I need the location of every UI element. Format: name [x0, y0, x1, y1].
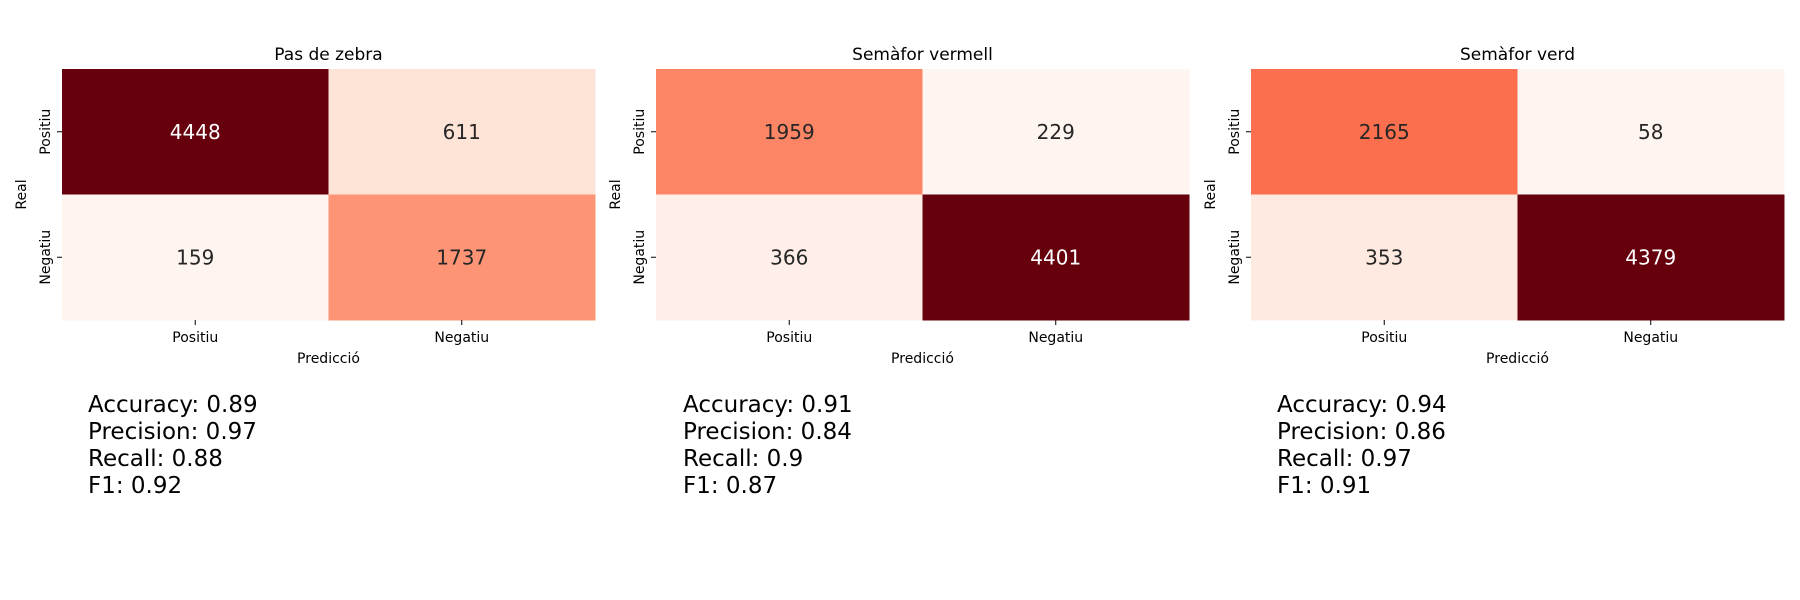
x-tick-label: Positiu [766, 330, 812, 346]
y-tick-label: Negatiu [632, 230, 648, 285]
x-axis-label: Predicció [297, 351, 360, 367]
metric-accuracy: Accuracy: 0.94 [1277, 392, 1447, 418]
metric-precision: Precision: 0.84 [683, 419, 852, 445]
heatmap-cell [656, 194, 923, 321]
metrics-panel-1: Accuracy: 0.91 Precision: 0.84 Recall: 0… [683, 392, 853, 500]
y-tick-label: Positiu [1227, 109, 1243, 155]
x-tick-label: Positiu [172, 330, 218, 346]
metric-accuracy: Accuracy: 0.91 [683, 392, 853, 418]
heatmap-cell [1251, 194, 1518, 321]
x-tick-label: Negatiu [434, 330, 489, 346]
metric-precision: Precision: 0.97 [88, 419, 257, 445]
x-tick-label: Negatiu [1623, 330, 1678, 346]
heatmap-cell [328, 69, 596, 195]
heatmap-title: Pas de zebra [274, 45, 382, 65]
cell-value-label: 229 [1037, 120, 1075, 144]
heatmap-cell [1251, 69, 1518, 195]
cell-value-label: 1737 [436, 245, 487, 269]
cell-value-label: 611 [443, 120, 481, 144]
y-axis-label: Real [1203, 179, 1219, 209]
y-tick-label: Positiu [632, 109, 648, 155]
metric-recall: Recall: 0.97 [1277, 446, 1412, 472]
heatmap-cell [1517, 194, 1785, 321]
heatmap-title: Semàfor vermell [852, 45, 993, 65]
cell-value-label: 2165 [1359, 120, 1410, 144]
heatmap-title: Semàfor verd [1460, 45, 1575, 65]
heatmap-cell [656, 69, 923, 195]
cell-value-label: 159 [176, 245, 214, 269]
cell-value-label: 58 [1638, 120, 1663, 144]
metric-f1: F1: 0.92 [88, 473, 183, 499]
metric-accuracy: Accuracy: 0.89 [88, 392, 258, 418]
cell-value-label: 4448 [170, 120, 221, 144]
heatmap-cell [1517, 69, 1785, 195]
heatmap-cell [62, 194, 329, 321]
x-tick-label: Negatiu [1028, 330, 1083, 346]
y-tick-label: Positiu [38, 109, 54, 155]
cell-value-label: 4379 [1625, 245, 1676, 269]
metric-f1: F1: 0.87 [683, 473, 778, 499]
metric-recall: Recall: 0.88 [88, 446, 223, 472]
cell-value-label: 4401 [1030, 245, 1081, 269]
cell-value-label: 353 [1365, 245, 1403, 269]
metric-precision: Precision: 0.86 [1277, 419, 1446, 445]
x-axis-label: Predicció [1486, 351, 1549, 367]
x-axis-label: Predicció [891, 351, 954, 367]
metric-recall: Recall: 0.9 [683, 446, 804, 472]
cell-value-label: 1959 [764, 120, 815, 144]
metric-f1: F1: 0.91 [1277, 473, 1372, 499]
heatmap-cell [922, 194, 1190, 321]
x-tick-label: Positiu [1361, 330, 1407, 346]
y-axis-label: Real [608, 179, 624, 209]
y-axis-label: Real [14, 179, 30, 209]
heatmap-cell [922, 69, 1190, 195]
metrics-panel-0: Accuracy: 0.89 Precision: 0.97 Recall: 0… [88, 392, 258, 500]
heatmap-cell [328, 194, 596, 321]
y-tick-label: Negatiu [1227, 230, 1243, 285]
heatmap-cell [62, 69, 329, 195]
metrics-panel-2: Accuracy: 0.94 Precision: 0.86 Recall: 0… [1277, 392, 1447, 500]
cell-value-label: 366 [770, 245, 808, 269]
y-tick-label: Negatiu [38, 230, 54, 285]
